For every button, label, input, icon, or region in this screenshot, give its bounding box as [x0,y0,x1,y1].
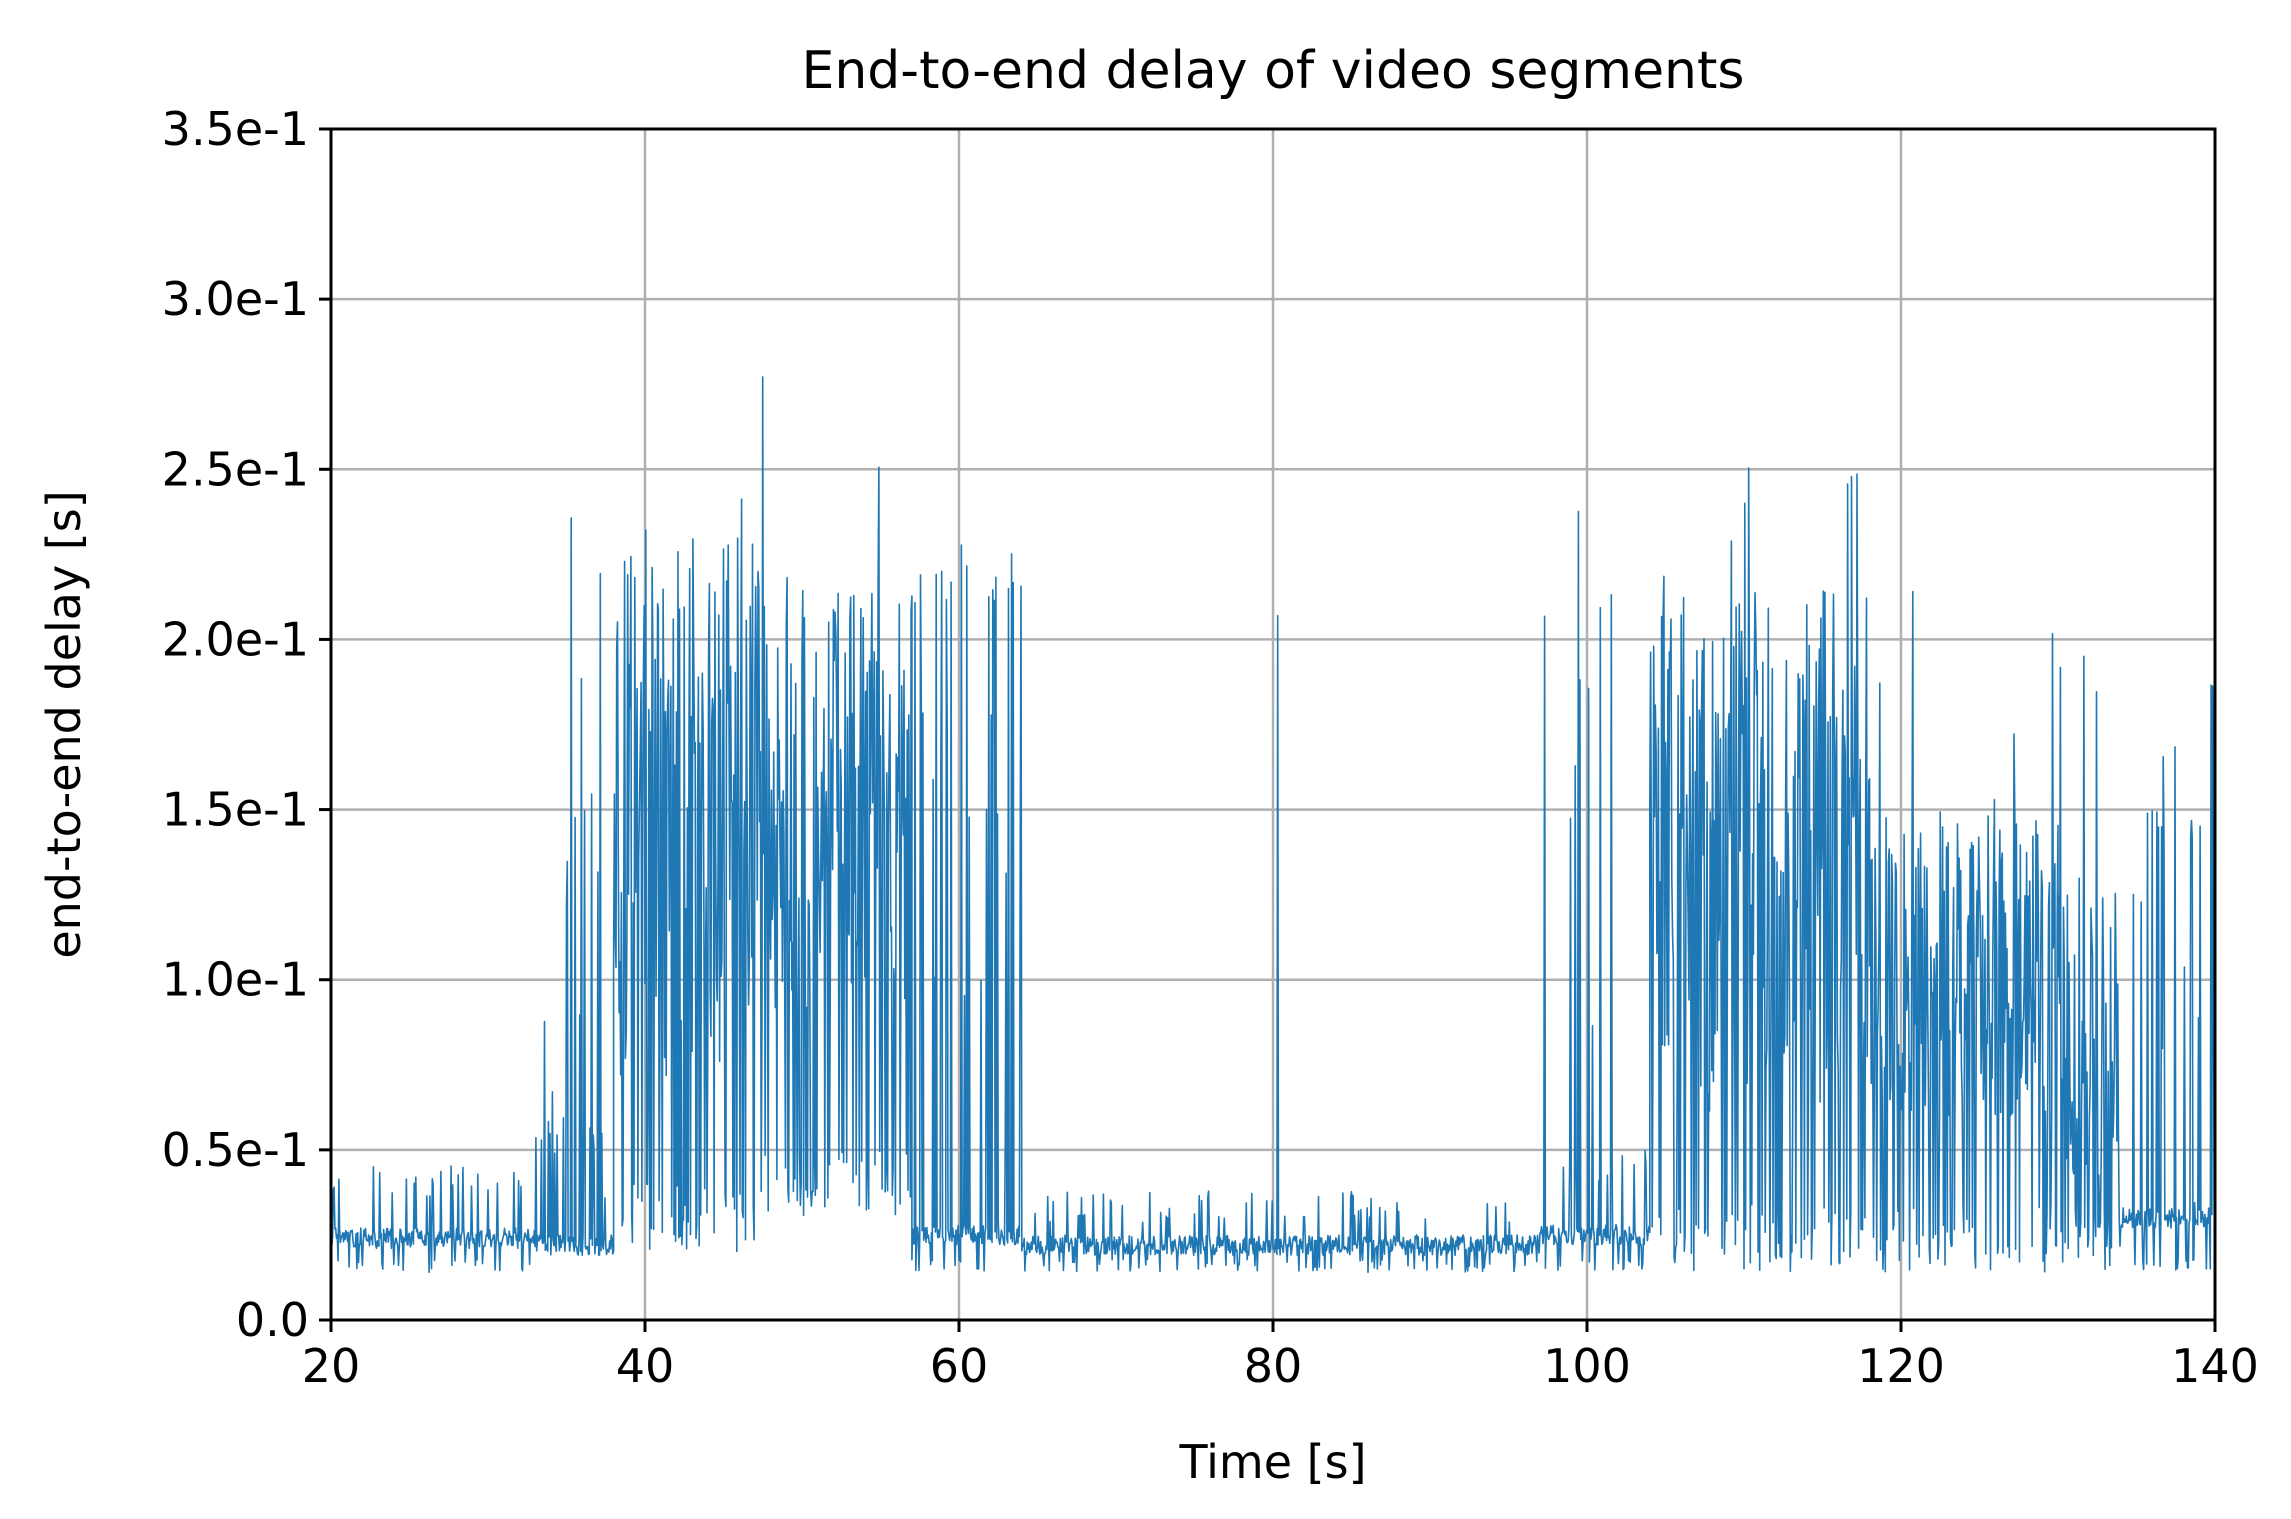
y-tick-label: 3.0e-1 [162,272,309,326]
x-tick-label: 120 [1857,1339,1945,1393]
x-tick-label: 20 [302,1339,361,1393]
y-tick-label: 0.5e-1 [162,1123,309,1177]
y-axis-label: end-to-end delay [s] [37,490,91,958]
x-tick-label: 140 [2171,1339,2259,1393]
y-tick-label: 1.5e-1 [162,783,309,837]
x-tick-label: 80 [1244,1339,1303,1393]
y-tick-label: 1.0e-1 [162,953,309,1007]
y-tick-label: 0.0 [236,1293,309,1347]
x-axis-label: Time [s] [1178,1435,1366,1489]
y-tick-label: 2.5e-1 [162,442,309,496]
x-tick-label: 100 [1543,1339,1631,1393]
x-tick-label: 40 [616,1339,675,1393]
y-tick-label: 3.5e-1 [162,102,309,156]
chart-title: End-to-end delay of video segments [801,41,1744,101]
series-line-0 [330,376,2215,1273]
ticks: 20 40 60 80 100 120 140 0.0 0.5e-1 1.0e-1 1.5e-1 2.… [162,102,2259,1393]
y-tick-label: 2.0e-1 [162,612,309,666]
series-layer [330,376,2215,1273]
x-tick-label: 60 [930,1339,989,1393]
